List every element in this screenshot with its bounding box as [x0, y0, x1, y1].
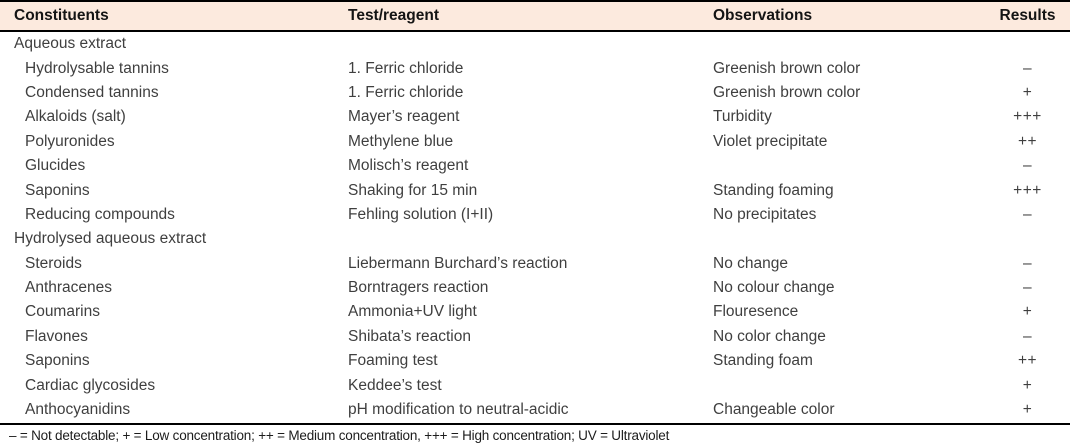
column-header-constituents: Constituents: [14, 7, 109, 24]
table-row: Hydrolysed aqueous extract: [0, 227, 1070, 251]
cell-observation: No color change: [713, 327, 826, 345]
cell-test-reagent: Mayer’s reagent: [348, 108, 460, 126]
cell-result: ++: [1017, 352, 1038, 370]
cell-observation: No change: [713, 254, 788, 272]
cell-observation: No precipitates: [713, 205, 817, 223]
cell-test-reagent: Ammonia+UV light: [348, 303, 477, 321]
cell-constituent: Cardiac glycosides: [25, 376, 156, 394]
cell-result: +: [1022, 376, 1033, 394]
cell-result: –: [1022, 279, 1033, 297]
cell-observation: Violet precipitate: [713, 132, 828, 150]
table-row: Condensed tannins 1. Ferric chloride Gre…: [0, 81, 1070, 105]
table-row: Aqueous extract: [0, 32, 1070, 56]
cell-test-reagent: Shibata’s reaction: [348, 327, 471, 345]
cell-constituent: Saponins: [25, 352, 90, 370]
cell-observation: Flouresence: [713, 303, 799, 321]
table-row: Saponins Shaking for 15 min Standing foa…: [0, 178, 1070, 202]
table-row: Anthocyanidins pH modification to neutra…: [0, 398, 1070, 422]
table-row: Alkaloids (salt) Mayer’s reagent Turbidi…: [0, 105, 1070, 129]
cell-observation: Changeable color: [713, 401, 835, 419]
table-body: Aqueous extract Hydrolysable tannins 1. …: [0, 32, 1070, 422]
cell-test-reagent: Methylene blue: [348, 132, 454, 150]
cell-test-reagent: pH modification to neutral-acidic: [348, 401, 569, 419]
cell-test-reagent: 1. Ferric chloride: [348, 59, 464, 77]
cell-constituent: Glucides: [25, 157, 86, 175]
table-row: Steroids Liebermann Burchard’s reaction …: [0, 252, 1070, 276]
cell-test-reagent: 1. Ferric chloride: [348, 83, 464, 101]
cell-test-reagent: Shaking for 15 min: [348, 181, 478, 199]
cell-result: –: [1022, 205, 1033, 223]
cell-test-reagent: Borntragers reaction: [348, 279, 489, 297]
cell-constituent: Flavones: [25, 327, 88, 345]
cell-result: –: [1022, 327, 1033, 345]
cell-test-reagent: Keddee’s test: [348, 376, 442, 394]
cell-observation: Standing foam: [713, 352, 813, 370]
cell-constituent: Aqueous extract: [14, 35, 127, 53]
table-row: Coumarins Ammonia+UV light Flouresence +: [0, 300, 1070, 324]
cell-constituent: Steroids: [25, 254, 82, 272]
table-row: Cardiac glycosides Keddee’s test +: [0, 373, 1070, 397]
cell-observation: No colour change: [713, 279, 835, 297]
cell-test-reagent: Fehling solution (I+II): [348, 205, 494, 223]
cell-test-reagent: Foaming test: [348, 352, 438, 370]
cell-result: +: [1022, 303, 1033, 321]
table-footnote-legend: – = Not detectable; + = Low concentratio…: [0, 423, 1070, 443]
cell-constituent: Hydrolysed aqueous extract: [14, 230, 207, 248]
cell-result: ++: [1017, 132, 1038, 150]
table-row: Flavones Shibata’s reaction No color cha…: [0, 325, 1070, 349]
cell-result: –: [1022, 254, 1033, 272]
column-header-results: Results: [999, 7, 1056, 24]
cell-result: +++: [1013, 181, 1042, 199]
cell-result: –: [1022, 157, 1033, 175]
cell-test-reagent: Liebermann Burchard’s reaction: [348, 254, 568, 272]
cell-constituent: Hydrolysable tannins: [25, 59, 169, 77]
cell-test-reagent: Molisch’s reagent: [348, 157, 469, 175]
cell-constituent: Condensed tannins: [25, 83, 159, 101]
table-row: Polyuronides Methylene blue Violet preci…: [0, 130, 1070, 154]
column-header-observations: Observations: [713, 7, 813, 24]
table-row: Reducing compounds Fehling solution (I+I…: [0, 203, 1070, 227]
cell-constituent: Polyuronides: [25, 132, 115, 150]
cell-constituent: Alkaloids (salt): [25, 108, 126, 126]
cell-result: –: [1022, 59, 1033, 77]
cell-result: +: [1022, 83, 1033, 101]
cell-result: +: [1022, 401, 1033, 419]
cell-result: +++: [1013, 108, 1042, 126]
cell-constituent: Saponins: [25, 181, 90, 199]
cell-constituent: Reducing compounds: [25, 205, 175, 223]
table-row: Saponins Foaming test Standing foam ++: [0, 349, 1070, 373]
cell-constituent: Coumarins: [25, 303, 100, 321]
table-row: Anthracenes Borntragers reaction No colo…: [0, 276, 1070, 300]
cell-constituent: Anthracenes: [25, 279, 113, 297]
column-header-test-reagent: Test/reagent: [348, 7, 440, 24]
cell-observation: Greenish brown color: [713, 83, 861, 101]
cell-observation: Standing foaming: [713, 181, 834, 199]
table-row: Hydrolysable tannins 1. Ferric chloride …: [0, 56, 1070, 80]
cell-constituent: Anthocyanidins: [25, 401, 131, 419]
table-row: Glucides Molisch’s reagent –: [0, 154, 1070, 178]
cell-observation: Greenish brown color: [713, 59, 861, 77]
cell-observation: Turbidity: [713, 108, 772, 126]
table-header-row: Constituents Test/reagent Observations R…: [0, 2, 1070, 32]
